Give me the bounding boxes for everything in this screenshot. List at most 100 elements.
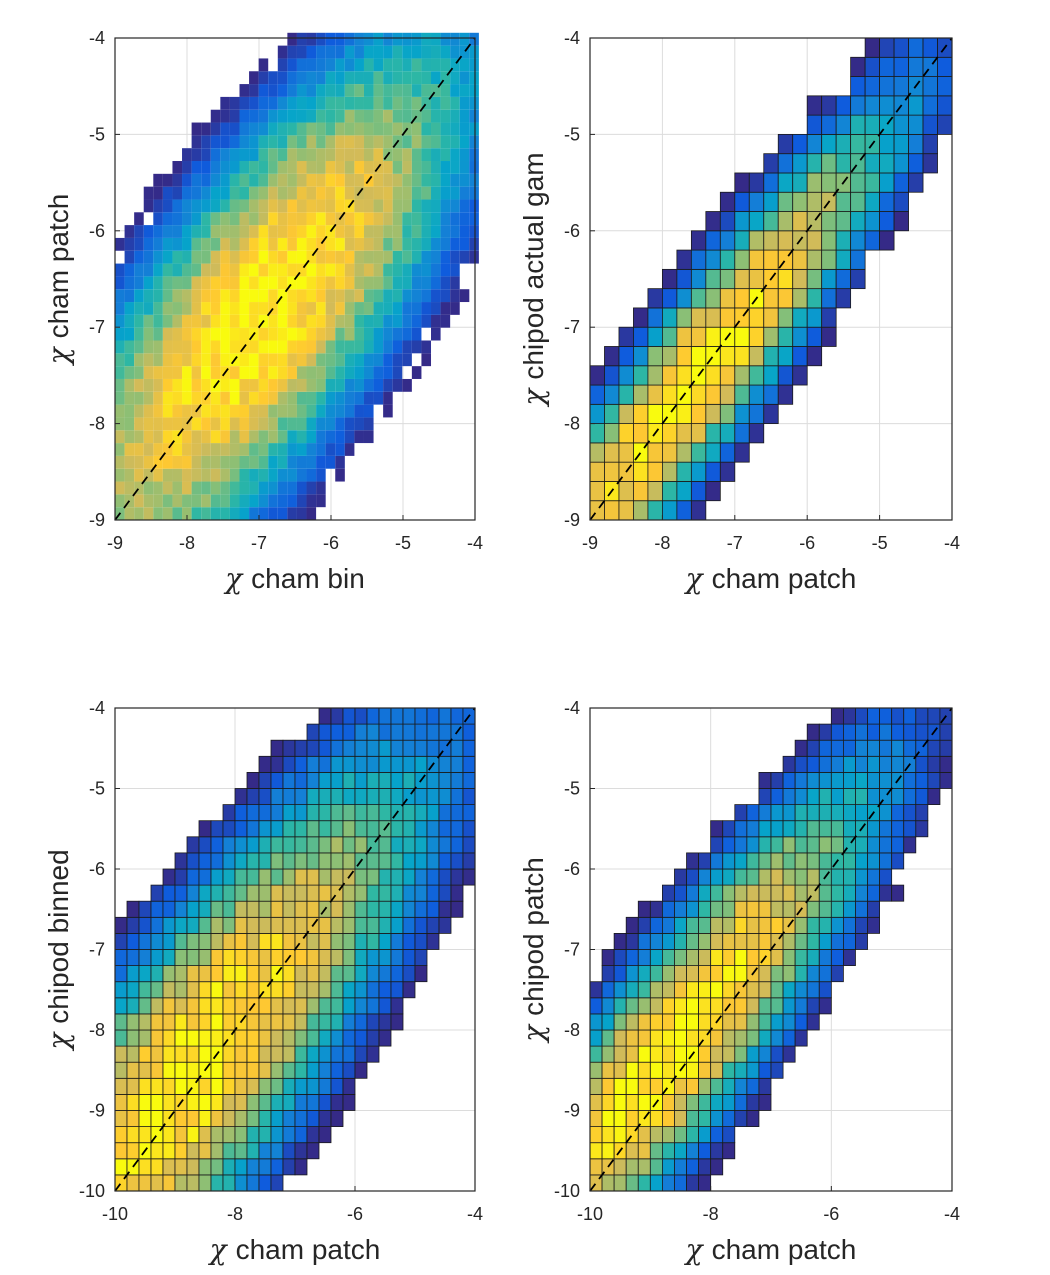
heatmap-cell bbox=[843, 949, 856, 967]
heatmap-cell bbox=[758, 997, 772, 1015]
heatmap-cell bbox=[686, 884, 700, 902]
heatmap-cell bbox=[746, 916, 760, 934]
heatmap-cell bbox=[674, 1110, 687, 1128]
heatmap-cell bbox=[335, 391, 345, 405]
heatmap-cell bbox=[201, 212, 211, 226]
heatmap-cell bbox=[402, 965, 416, 983]
heatmap-cell bbox=[306, 314, 317, 328]
heatmap-cell bbox=[662, 365, 678, 386]
heatmap-cell bbox=[306, 263, 317, 277]
heatmap-cell bbox=[115, 391, 125, 405]
heatmap-cell bbox=[335, 378, 345, 392]
heatmap-cell bbox=[325, 430, 336, 444]
heatmap-cell bbox=[143, 276, 154, 290]
heatmap-cell bbox=[325, 161, 336, 174]
heatmap-cell bbox=[426, 707, 440, 725]
heatmap-cell bbox=[162, 173, 173, 187]
heatmap-cell bbox=[201, 327, 211, 341]
heatmap-cell bbox=[649, 1061, 663, 1079]
heatmap-cell bbox=[402, 148, 412, 162]
heatmap-cell bbox=[748, 346, 765, 367]
heatmap-cell bbox=[287, 404, 297, 418]
heatmap-cell bbox=[426, 820, 440, 838]
heatmap-cell bbox=[143, 494, 154, 508]
heatmap-cell bbox=[867, 852, 881, 870]
heatmap-cell bbox=[927, 707, 941, 725]
heatmap-cell bbox=[686, 1094, 700, 1111]
heatmap-cell bbox=[258, 933, 272, 950]
heatmap-cell bbox=[201, 481, 211, 495]
heatmap-cell bbox=[383, 340, 393, 354]
heatmap-cell bbox=[850, 114, 866, 135]
heatmap-cell bbox=[411, 71, 422, 85]
y-tick-label: -10 bbox=[79, 1181, 105, 1201]
heatmap-cell bbox=[306, 1142, 320, 1160]
heatmap-cell bbox=[794, 884, 808, 902]
heatmap-cell bbox=[162, 468, 173, 482]
heatmap-cell bbox=[690, 307, 707, 328]
heatmap-cell bbox=[186, 981, 200, 999]
heatmap-cell bbox=[268, 353, 278, 367]
heatmap-cell bbox=[210, 353, 221, 367]
heatmap-cell bbox=[637, 1045, 651, 1063]
heatmap-cell bbox=[198, 1142, 212, 1160]
heatmap-cell bbox=[342, 916, 356, 934]
heatmap-cell bbox=[191, 263, 202, 277]
heatmap-cell bbox=[450, 45, 460, 59]
heatmap-cell bbox=[855, 739, 868, 757]
heatmap-cell bbox=[201, 468, 211, 482]
heatmap-cell bbox=[589, 365, 605, 386]
heatmap-cell bbox=[294, 868, 308, 886]
heatmap-cell bbox=[150, 1094, 164, 1111]
heatmap-cell bbox=[162, 1094, 176, 1111]
heatmap-cell bbox=[150, 916, 164, 934]
heatmap-cell bbox=[239, 455, 250, 469]
heatmap-cell bbox=[282, 1126, 296, 1144]
heatmap-cell bbox=[450, 900, 464, 918]
heatmap-cell bbox=[318, 820, 332, 838]
heatmap-cell bbox=[850, 191, 866, 212]
heatmap-cell bbox=[469, 225, 479, 238]
heatmap-cell bbox=[172, 250, 183, 264]
heatmap-cell bbox=[306, 148, 317, 162]
heatmap-cell bbox=[126, 933, 140, 950]
heatmap-cell bbox=[268, 186, 278, 200]
heatmap-cell bbox=[249, 443, 259, 456]
heatmap-cell bbox=[162, 884, 176, 902]
heatmap-cell bbox=[746, 852, 760, 870]
heatmap-cell bbox=[411, 289, 422, 303]
heatmap-cell bbox=[383, 250, 393, 264]
heatmap-cell bbox=[270, 820, 284, 838]
heatmap-cell bbox=[249, 481, 259, 495]
heatmap-cell bbox=[277, 455, 288, 469]
heatmap-cell bbox=[748, 249, 765, 270]
heatmap-cell bbox=[191, 161, 202, 174]
heatmap-cell bbox=[282, 1094, 296, 1111]
heatmap-cell bbox=[258, 1142, 272, 1160]
heatmap-cell bbox=[392, 340, 403, 354]
heatmap-cell bbox=[318, 852, 332, 870]
x-axis-label-text: cham patch bbox=[712, 1234, 857, 1265]
heatmap-cell bbox=[182, 314, 192, 328]
heatmap-cell bbox=[411, 122, 422, 136]
heatmap-cell bbox=[268, 96, 278, 110]
heatmap-cell bbox=[411, 225, 422, 238]
heatmap-cell bbox=[344, 378, 355, 392]
heatmap-cell bbox=[734, 172, 750, 193]
heatmap-cell bbox=[366, 788, 380, 806]
heatmap-cell bbox=[821, 249, 837, 270]
heatmap-cell bbox=[316, 71, 326, 85]
heatmap-cell bbox=[229, 161, 240, 174]
heatmap-cell bbox=[198, 900, 212, 918]
heatmap-cell bbox=[342, 933, 356, 950]
heatmap-cell bbox=[462, 788, 476, 806]
heatmap-cell bbox=[258, 1029, 272, 1047]
heatmap-cell bbox=[335, 173, 345, 187]
heatmap-cell bbox=[210, 250, 221, 264]
heatmap-cell bbox=[174, 965, 188, 983]
heatmap-cell bbox=[893, 76, 909, 97]
heatmap-cell bbox=[354, 820, 368, 838]
heatmap-cell bbox=[249, 366, 259, 379]
heatmap-cell bbox=[316, 237, 326, 251]
heatmap-cell bbox=[589, 423, 605, 444]
